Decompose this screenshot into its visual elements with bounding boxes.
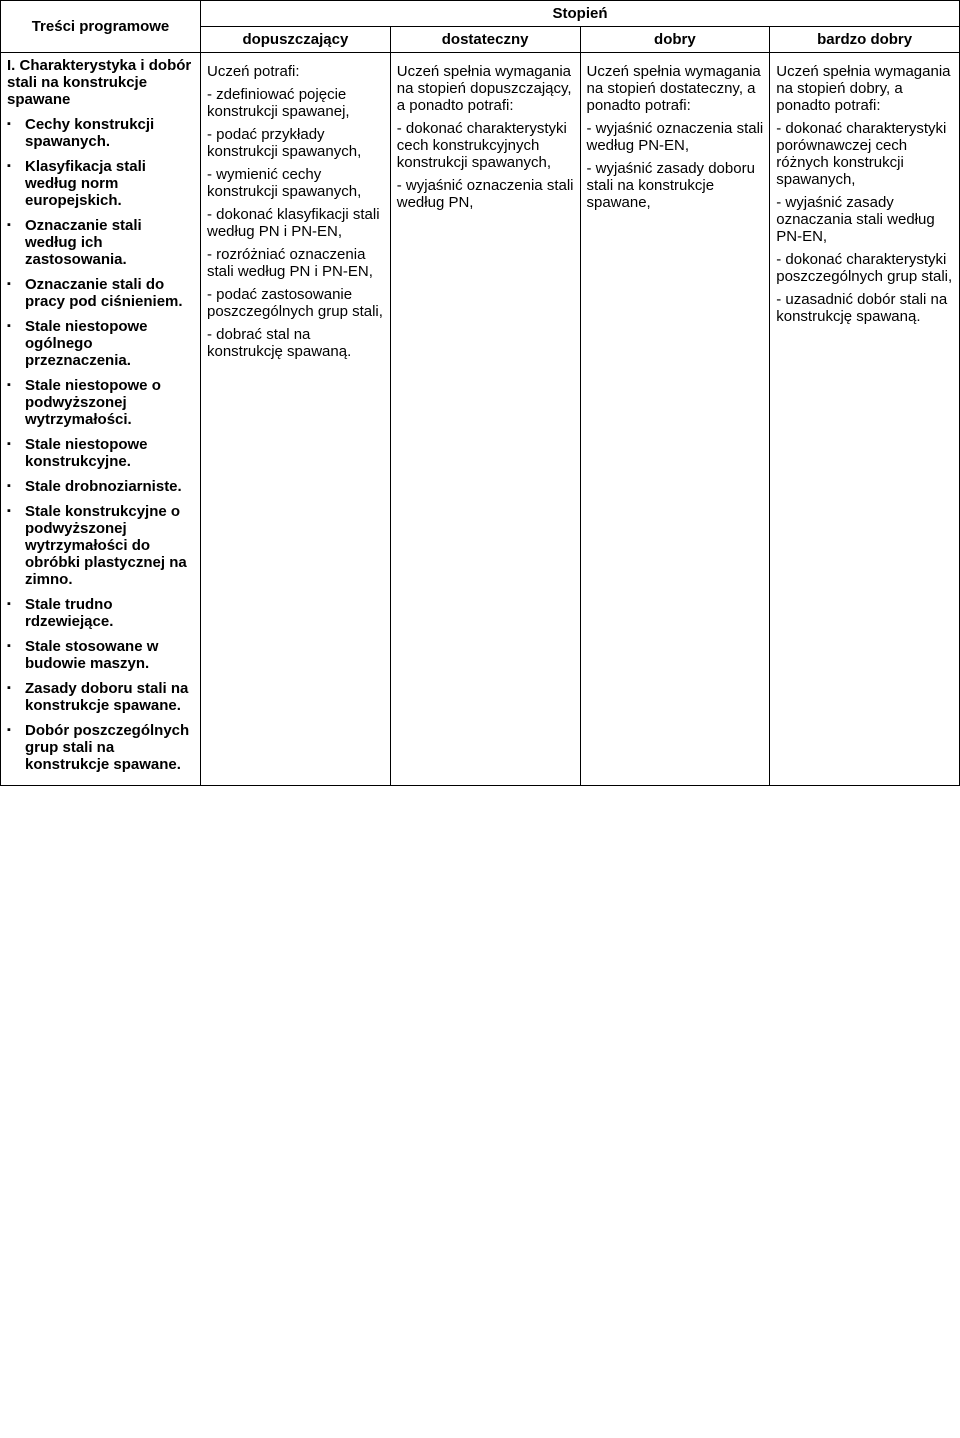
- lead-text: Uczeń spełnia wymagania na stopień dopus…: [397, 63, 574, 114]
- col-dopuszczajacy: dopuszczający: [201, 27, 391, 53]
- topic-item: Stale stosowane w budowie maszyn.: [7, 638, 194, 672]
- cell-dostateczny: Uczeń spełnia wymagania na stopień dopus…: [390, 53, 580, 786]
- cell-dopuszczajacy: Uczeń potrafi: - zdefiniować pojęcie kon…: [201, 53, 391, 786]
- req-item: - zdefiniować pojęcie konstrukcji spawan…: [207, 86, 384, 120]
- req-item: - dobrać stal na konstrukcję spawaną.: [207, 326, 384, 360]
- req-item: - wyjaśnić oznaczenia stali według PN,: [397, 177, 574, 211]
- req-item: - uzasadnić dobór stali na konstrukcję s…: [776, 291, 953, 325]
- topic-item: Oznaczanie stali według ich zastosowania…: [7, 217, 194, 268]
- req-item: - dokonać charakterystyki poszczególnych…: [776, 251, 953, 285]
- topic-item: Stale trudno rdzewiejące.: [7, 596, 194, 630]
- topic-item: Stale drobnoziarniste.: [7, 478, 194, 495]
- req-item: - dokonać charakterystyki porównawczej c…: [776, 120, 953, 188]
- topic-item: Cechy konstrukcji spawanych.: [7, 116, 194, 150]
- grading-table: Treści programowe Stopień dopuszczający …: [0, 0, 960, 786]
- lead-text: Uczeń spełnia wymagania na stopień dosta…: [587, 63, 764, 114]
- req-item: - wyjaśnić oznaczenia stali według PN-EN…: [587, 120, 764, 154]
- topic-item: Stale niestopowe o podwyższonej wytrzyma…: [7, 377, 194, 428]
- req-item: - rozróżniać oznaczenia stali według PN …: [207, 246, 384, 280]
- req-item: - wyjaśnić zasady oznaczania stali wedłu…: [776, 194, 953, 245]
- col-bardzo-dobry: bardzo dobry: [770, 27, 960, 53]
- header-stopien: Stopień: [201, 1, 960, 27]
- cell-tresci-body: I. Charakterystyka i dobór stali na kons…: [1, 53, 201, 786]
- req-item: - dokonać klasyfikacji stali według PN i…: [207, 206, 384, 240]
- cell-dobry: Uczeń spełnia wymagania na stopień dosta…: [580, 53, 770, 786]
- col-dobry: dobry: [580, 27, 770, 53]
- lead-text: Uczeń spełnia wymagania na stopień dobry…: [776, 63, 953, 114]
- req-item: - podać zastosowanie poszczególnych grup…: [207, 286, 384, 320]
- topic-item: Stale niestopowe ogólnego przeznaczenia.: [7, 318, 194, 369]
- topic-item: Klasyfikacja stali według norm europejsk…: [7, 158, 194, 209]
- section-title: I. Charakterystyka i dobór stali na kons…: [7, 57, 194, 108]
- req-item: - podać przykłady konstrukcji spawanych,: [207, 126, 384, 160]
- topic-item: Stale konstrukcyjne o podwyższonej wytrz…: [7, 503, 194, 588]
- header-tresci: Treści programowe: [1, 1, 201, 53]
- req-item: - dokonać charakterystyki cech konstrukc…: [397, 120, 574, 171]
- topic-item: Stale niestopowe konstrukcyjne.: [7, 436, 194, 470]
- topic-list: Cechy konstrukcji spawanych. Klasyfikacj…: [7, 116, 194, 773]
- topic-item: Oznaczanie stali do pracy pod ciśnieniem…: [7, 276, 194, 310]
- col-dostateczny: dostateczny: [390, 27, 580, 53]
- req-item: - wymienić cechy konstrukcji spawanych,: [207, 166, 384, 200]
- lead-text: Uczeń potrafi:: [207, 63, 384, 80]
- topic-item: Zasady doboru stali na konstrukcje spawa…: [7, 680, 194, 714]
- cell-bardzo-dobry: Uczeń spełnia wymagania na stopień dobry…: [770, 53, 960, 786]
- req-item: - wyjaśnić zasady doboru stali na konstr…: [587, 160, 764, 211]
- topic-item: Dobór poszczególnych grup stali na konst…: [7, 722, 194, 773]
